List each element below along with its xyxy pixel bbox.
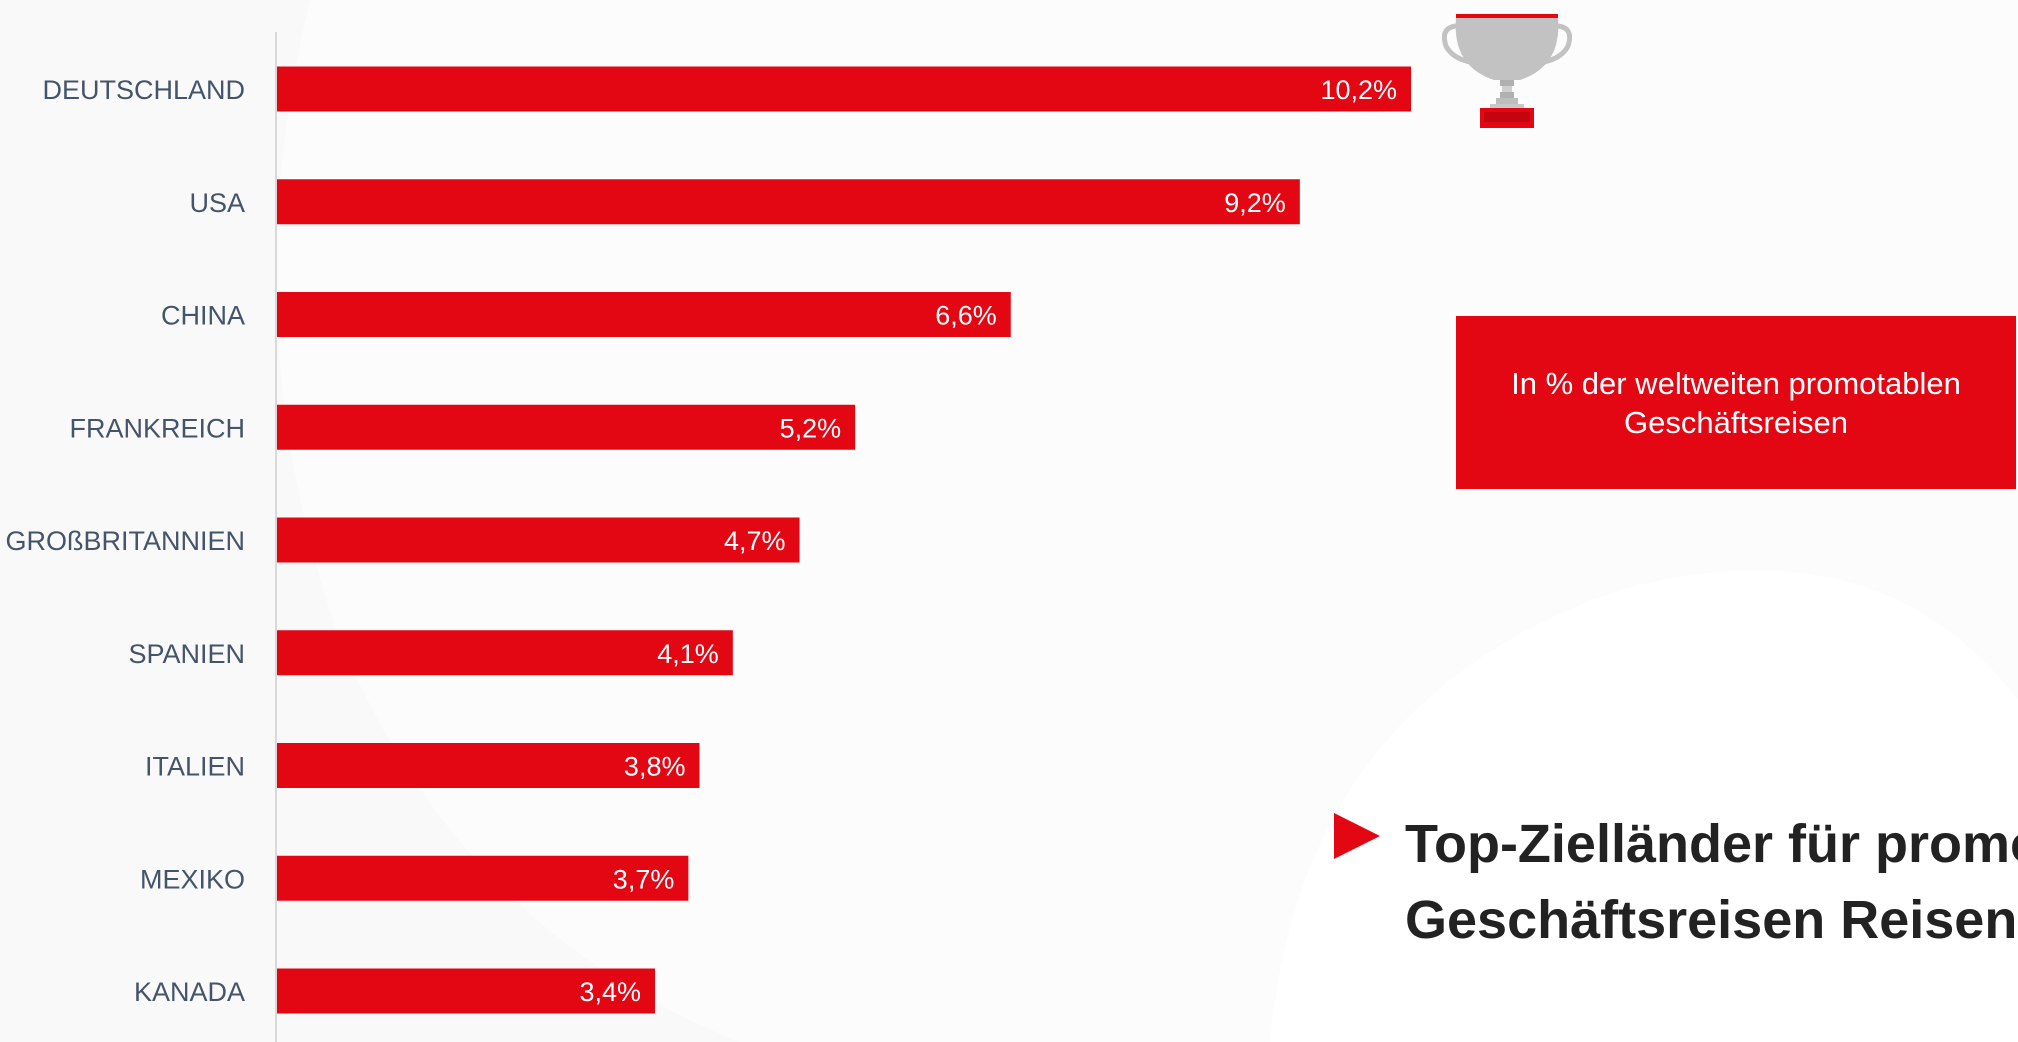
category-label: USA bbox=[189, 188, 245, 218]
value-label: 4,1% bbox=[657, 639, 719, 669]
bar bbox=[277, 855, 689, 901]
category-label: ITALIEN bbox=[145, 752, 245, 782]
trophy-icon bbox=[1442, 14, 1572, 128]
headline: Top-Zielländer für promotable Geschäftsr… bbox=[1330, 810, 2018, 970]
category-label: KANADA bbox=[134, 977, 245, 1007]
category-label: MEXIKO bbox=[140, 864, 245, 894]
value-label: 9,2% bbox=[1224, 188, 1286, 218]
bar bbox=[277, 517, 800, 563]
bar bbox=[277, 968, 655, 1014]
category-label: DEUTSCHLAND bbox=[42, 75, 245, 105]
category-label: FRANKREICH bbox=[69, 413, 245, 443]
value-label: 5,2% bbox=[780, 413, 842, 443]
value-label: 3,7% bbox=[613, 864, 675, 894]
bar bbox=[277, 743, 700, 788]
category-label: GROßBRITANNIEN bbox=[5, 526, 245, 556]
headline-line-1: Top-Zielländer für promotable bbox=[1405, 814, 2018, 874]
category-label: CHINA bbox=[161, 301, 245, 331]
bar bbox=[277, 66, 1411, 112]
value-label: 4,7% bbox=[724, 526, 786, 556]
bar bbox=[277, 404, 856, 450]
triangle-right-icon bbox=[1334, 813, 1380, 859]
bar bbox=[277, 292, 1011, 337]
value-label: 6,6% bbox=[935, 301, 997, 331]
value-label: 3,4% bbox=[579, 977, 641, 1007]
category-label: SPANIEN bbox=[128, 639, 245, 669]
info-box-text: In % der weltweiten promotablen Geschäft… bbox=[1511, 365, 1961, 440]
bar bbox=[277, 179, 1300, 225]
value-label: 10,2% bbox=[1320, 75, 1397, 105]
info-box: In % der weltweiten promotablen Geschäft… bbox=[1456, 316, 2016, 489]
value-label: 3,8% bbox=[624, 752, 686, 782]
headline-line-2: Geschäftsreisen Reisen bbox=[1405, 890, 2018, 950]
headline-text: Top-Zielländer für promotable Geschäftsr… bbox=[1405, 810, 2018, 958]
bar bbox=[277, 630, 733, 676]
